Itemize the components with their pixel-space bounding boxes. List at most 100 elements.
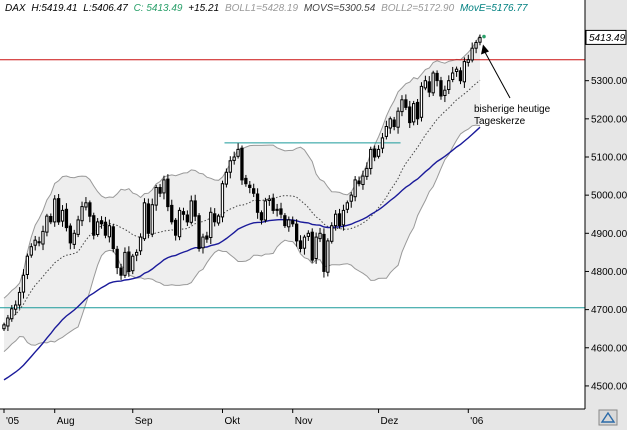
horizontal-lines-layer <box>0 59 585 309</box>
candle <box>177 207 182 241</box>
candle <box>369 146 373 175</box>
candle-body <box>201 236 205 249</box>
candle <box>17 287 22 309</box>
candle-body <box>244 177 248 185</box>
x-tick-label: '06 <box>470 416 483 427</box>
candle-body <box>213 213 217 223</box>
price-axis-panel <box>585 0 627 430</box>
bollinger-band-fill <box>4 34 480 352</box>
candle-body <box>478 37 482 43</box>
candle-body <box>10 308 14 320</box>
x-tick-label: Nov <box>295 416 313 427</box>
candle-body <box>68 225 72 244</box>
candle <box>345 200 350 214</box>
candle-body <box>131 255 135 272</box>
candle <box>392 116 396 131</box>
candle-body <box>271 197 275 211</box>
candle-body <box>2 324 6 330</box>
candle-body <box>99 220 104 225</box>
candle <box>255 188 260 219</box>
x-tick-label: Okt <box>224 416 240 427</box>
candle-body <box>45 215 49 233</box>
candle-body <box>138 236 143 252</box>
candle <box>135 249 139 262</box>
candle-body <box>220 183 225 218</box>
header-boll2: BOLL2=5172.90 <box>381 3 455 14</box>
candle-body <box>279 208 283 215</box>
candle-body <box>451 72 455 80</box>
x-tick-label: Dez <box>381 416 399 427</box>
candle <box>127 246 131 277</box>
candle <box>431 70 435 96</box>
candle <box>447 75 451 95</box>
candle-body <box>298 240 303 249</box>
candle <box>341 204 346 231</box>
candle-body <box>166 178 170 208</box>
candle-body <box>326 240 330 273</box>
candle-body <box>240 147 244 181</box>
candle <box>162 175 166 200</box>
candle <box>174 218 178 241</box>
candle <box>131 253 135 275</box>
candle <box>271 193 275 214</box>
candle <box>302 234 307 255</box>
candle-body <box>49 216 53 223</box>
candle <box>408 100 412 128</box>
candle-body <box>365 167 369 177</box>
candle-body <box>115 248 119 269</box>
candle-body <box>29 246 33 256</box>
candle-body <box>76 219 80 235</box>
candle-body <box>189 200 193 223</box>
candle <box>166 174 170 212</box>
y-tick-label: 5200.00 <box>591 114 627 125</box>
candle-body <box>127 251 131 272</box>
candle-body <box>135 251 139 256</box>
candle-body <box>209 211 213 239</box>
candle <box>88 200 92 223</box>
candle-body <box>158 187 162 194</box>
candle-body <box>170 204 174 223</box>
candle <box>154 184 158 211</box>
annotation-line-2: Tageskerze <box>474 116 526 127</box>
candle-body <box>205 235 209 240</box>
candle <box>123 247 127 278</box>
candle <box>263 197 268 223</box>
y-tick-label: 5100.00 <box>591 152 627 163</box>
candle <box>41 225 45 251</box>
candle-body <box>14 304 18 310</box>
last-value-box <box>585 29 627 45</box>
candle-body <box>431 72 435 94</box>
last-value-label: 5413.49 <box>589 33 626 44</box>
y-tick-label: 4600.00 <box>591 343 627 354</box>
x-tick-label: '05 <box>6 416 19 427</box>
candle-body <box>21 274 26 293</box>
candle <box>306 230 311 241</box>
header-move: MovE=5176.77 <box>460 3 528 14</box>
candle-body <box>302 236 307 249</box>
candle-body <box>111 226 115 250</box>
candle-body <box>255 193 260 213</box>
candle-body <box>185 214 189 223</box>
candle <box>96 218 100 237</box>
candle-body <box>349 194 353 202</box>
candle-body <box>53 198 57 223</box>
candle-body <box>57 198 61 223</box>
candle <box>138 233 143 256</box>
candle-body <box>415 101 420 120</box>
candle-body <box>193 200 197 217</box>
candle <box>357 176 361 187</box>
candle <box>435 70 439 87</box>
annotation-arrow-line <box>482 48 511 99</box>
candle-body <box>392 119 396 127</box>
candle-body <box>146 203 150 234</box>
candle <box>111 224 115 253</box>
candle <box>189 195 193 225</box>
candle-body <box>423 80 428 89</box>
candle <box>72 229 76 249</box>
last-value-marker: 5413.49 <box>585 29 627 45</box>
candle-body <box>154 187 158 206</box>
candle-body <box>84 202 88 208</box>
candle <box>232 151 236 165</box>
candle <box>396 107 400 134</box>
y-tick-label: 5000.00 <box>591 191 627 202</box>
